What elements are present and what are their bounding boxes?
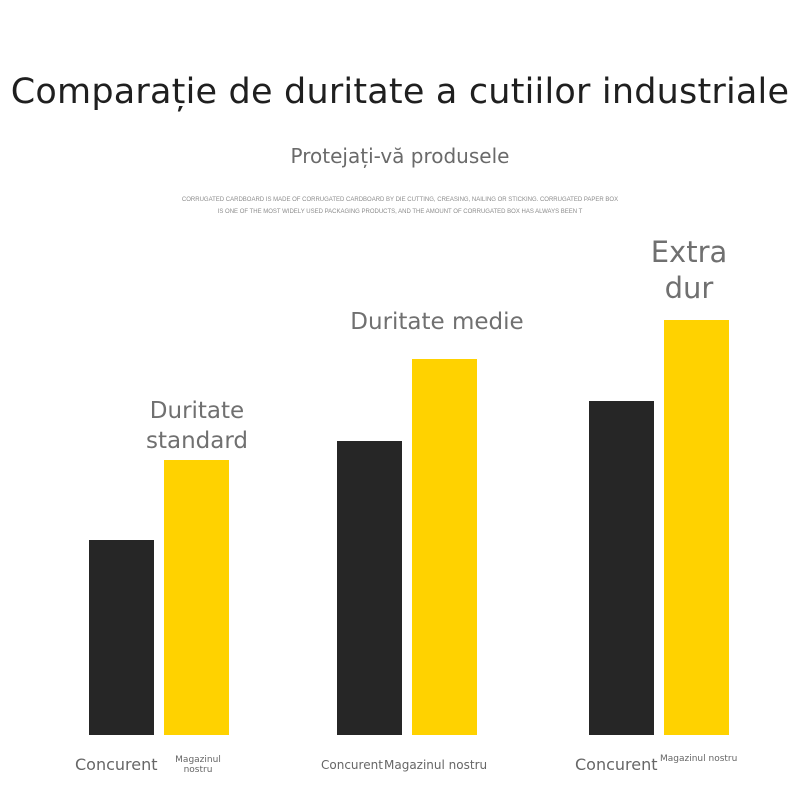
bar-2-competitor (337, 441, 402, 735)
bar-2-ours (412, 359, 477, 735)
category-label-competitor-2: Concurent (321, 758, 383, 772)
tier-label-standard-line2: standard (145, 428, 249, 454)
category-label-competitor-1: Concurent (75, 755, 158, 774)
description-line-2: IS ONE OF THE MOST WIDELY USED PACKAGING… (217, 209, 583, 215)
bar-1-ours (164, 460, 229, 735)
bar-1-competitor (89, 540, 154, 735)
tier-label-medium: Duritate medie (317, 307, 557, 337)
bar-3-competitor (589, 401, 654, 735)
tier-label-extra-line1: Extra (650, 235, 728, 269)
chart-subtitle: Protejați-vă produsele (290, 144, 510, 168)
tier-label-extra: Extra dur (629, 234, 749, 306)
tier-label-standard-line1: Duritate (149, 398, 245, 424)
chart-title: Comparație de duritate a cutiilor indust… (10, 72, 790, 112)
category-label-competitor-3: Concurent (575, 755, 658, 774)
category-label-ours-1-line1: Magazinul (175, 755, 221, 765)
description-text: CORRUGATED CARDBOARD IS MADE OF CORRUGAT… (170, 194, 630, 218)
tier-label-extra-line2: dur (664, 271, 714, 305)
bar-3-ours (664, 320, 729, 735)
category-label-ours-1-line2: nostru (183, 765, 213, 775)
tier-label-standard: Duritate standard (127, 396, 267, 456)
tier-label-medium-line1: Duritate medie (350, 309, 524, 335)
category-label-ours-3: Magazinul nostru (660, 754, 738, 764)
category-label-ours-1: Magazinul nostru (172, 755, 224, 775)
description-line-1: CORRUGATED CARDBOARD IS MADE OF CORRUGAT… (181, 197, 619, 203)
category-label-ours-2: Magazinul nostru (384, 758, 488, 772)
